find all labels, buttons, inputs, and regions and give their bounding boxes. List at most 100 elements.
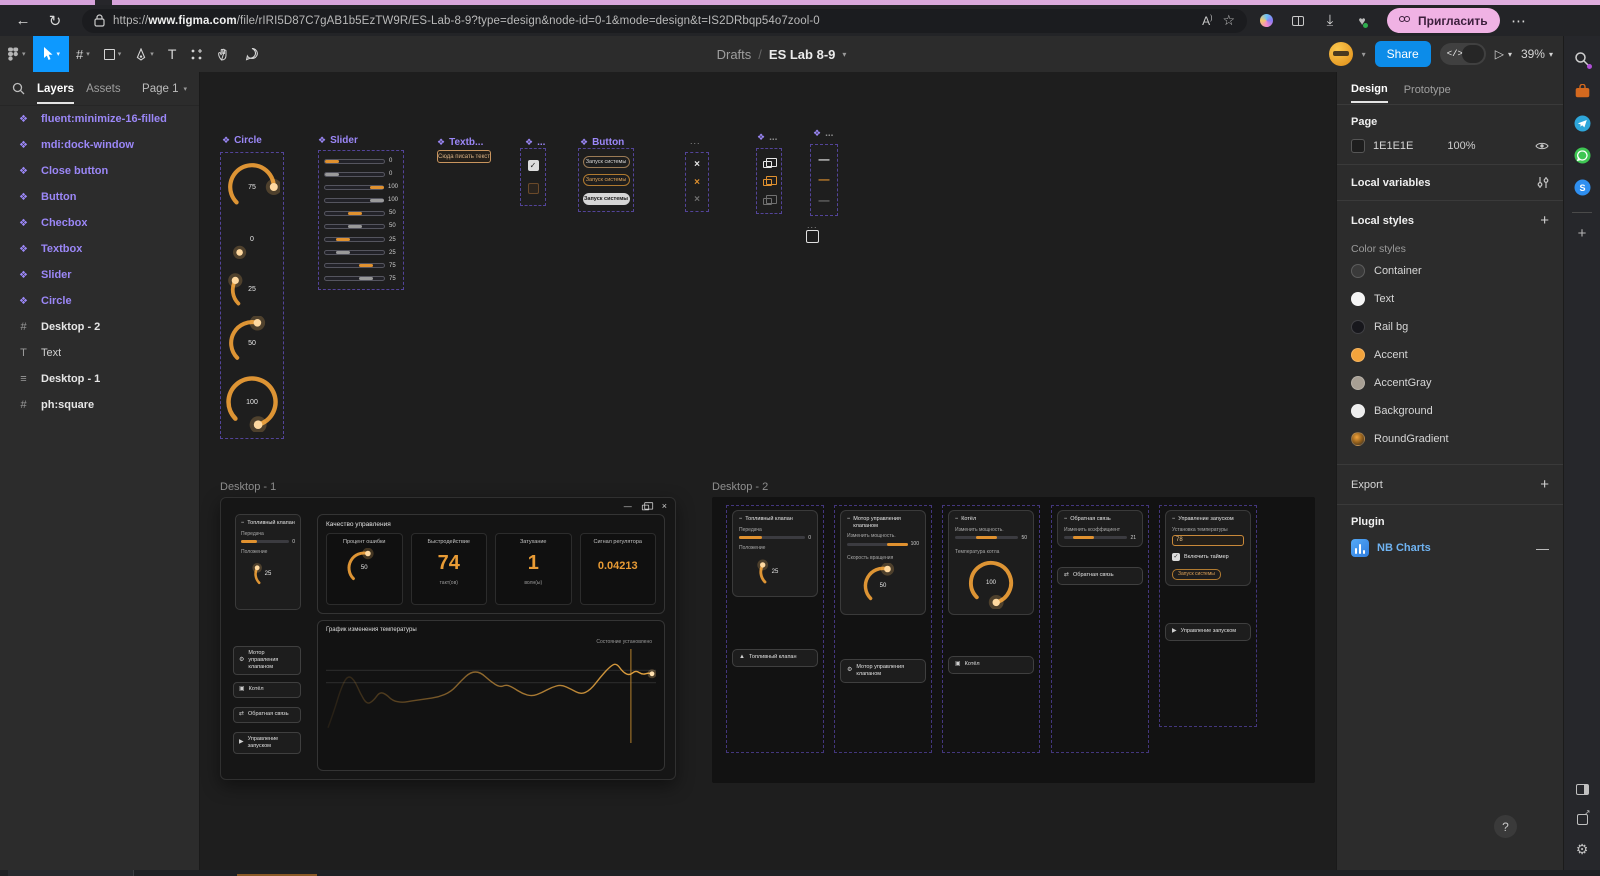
window-dock-icon[interactable] <box>641 502 653 511</box>
tab-design[interactable]: Design <box>1351 74 1388 103</box>
hand-tool[interactable] <box>210 36 238 72</box>
present-button[interactable]: ▷ ▾ <box>1494 47 1512 61</box>
dock-component-label[interactable]: ❖... <box>757 132 778 143</box>
tab-layers[interactable]: Layers <box>37 74 75 104</box>
slider-component-label[interactable]: ❖ Slider <box>318 135 358 146</box>
eye-icon[interactable] <box>1535 141 1549 151</box>
browser-menu-icon[interactable]: ⋯ <box>1511 12 1527 30</box>
slider-track[interactable] <box>324 263 385 269</box>
slider-row[interactable]: 50 <box>324 210 398 216</box>
slider-row[interactable]: 100 <box>324 184 398 190</box>
slider-track[interactable] <box>847 542 908 546</box>
downloads-icon[interactable]: ⤓ <box>1326 12 1334 29</box>
slider-track[interactable] <box>324 210 385 216</box>
collapse-icon[interactable]: − <box>241 520 245 526</box>
start-system-button-filled[interactable]: Запуск системы <box>582 192 630 205</box>
textbox-component-label[interactable]: ❖ Textb... <box>437 137 484 148</box>
text-tool[interactable]: T <box>167 46 177 62</box>
checkbox-component-label[interactable]: ❖... <box>525 137 546 148</box>
frame-tool[interactable]: # ▾ <box>76 46 90 62</box>
frame-title-desktop-2[interactable]: Desktop - 2 <box>712 481 769 493</box>
tab-prototype[interactable]: Prototype <box>1403 83 1451 96</box>
style-container[interactable]: Container <box>1351 257 1549 285</box>
refresh-button[interactable]: ↻ <box>48 12 62 30</box>
button-component-label[interactable]: ❖ Button <box>580 137 625 148</box>
plugin-nb-charts[interactable]: NB Charts — <box>1351 539 1549 557</box>
lock-icon[interactable] <box>94 14 105 27</box>
split-screen-icon[interactable] <box>1285 8 1311 34</box>
open-external-icon[interactable] <box>1573 808 1591 828</box>
gear-slider[interactable]: 100 <box>847 541 919 547</box>
pen-tool[interactable]: ▾ <box>128 36 161 72</box>
layer-item-fluent-minimize[interactable]: ❖ fluent:minimize-16-filled <box>0 106 199 132</box>
button-component[interactable]: Запуск системы Запуск системы Запуск сис… <box>578 148 634 212</box>
canvas[interactable]: ❖ Circle 75 0 25 50 100 ❖ Slider 0 <box>200 72 1563 870</box>
add-style-button[interactable]: + <box>1540 212 1549 229</box>
minimize-component[interactable]: — — — <box>810 144 838 216</box>
frame-title-desktop-1[interactable]: Desktop - 1 <box>220 481 277 493</box>
nav-motor-button[interactable]: ⚙ Мотор управления клапаном <box>233 646 301 675</box>
shopping-icon[interactable] <box>1573 82 1591 100</box>
avatar[interactable] <box>1328 42 1353 66</box>
slider-row[interactable]: 75 <box>324 276 398 282</box>
layer-item-checbox[interactable]: ❖ Checbox <box>0 210 199 236</box>
slider-track[interactable] <box>324 158 385 164</box>
sidebar-panel-icon[interactable] <box>1573 780 1591 798</box>
slider-track[interactable] <box>324 171 385 177</box>
collapse-icon[interactable]: − <box>955 516 959 522</box>
minimize-icon-gray[interactable]: — <box>818 194 830 207</box>
invite-button[interactable]: Пригласить <box>1387 8 1500 33</box>
nav-launch-button[interactable]: ▶ Управление запуском <box>233 732 301 754</box>
window-minimize-icon[interactable]: — <box>623 501 632 511</box>
slider-row[interactable]: 0 <box>324 158 398 164</box>
circle-component-label[interactable]: ❖ Circle <box>222 135 262 146</box>
slider-row[interactable]: 25 <box>324 250 398 256</box>
launch-nav-button[interactable]: ▶ Управление запуском <box>1165 623 1251 641</box>
actions-tool[interactable] <box>183 36 210 72</box>
start-system-button[interactable]: Запуск системы <box>1172 568 1221 580</box>
search-icon[interactable] <box>12 82 25 95</box>
style-background[interactable]: Background <box>1351 397 1549 425</box>
collapse-icon[interactable]: − <box>847 516 851 522</box>
square-component-label[interactable]: ... <box>807 220 818 230</box>
circle-component[interactable]: 75 0 25 50 100 <box>220 152 284 439</box>
style-round-gradient[interactable]: RoundGradient <box>1351 425 1549 453</box>
gear-slider[interactable]: 0 <box>739 535 811 541</box>
slider-row[interactable]: 100 <box>324 197 398 203</box>
layer-item-textbox[interactable]: ❖ Textbox <box>0 236 199 262</box>
gear-slider[interactable]: 21 <box>1064 535 1136 541</box>
breadcrumb-drafts[interactable]: Drafts <box>716 46 752 62</box>
minimize-icon-white[interactable]: — <box>818 153 830 166</box>
minimize-component-label[interactable]: ❖... <box>813 128 834 139</box>
slider-track[interactable] <box>324 184 384 190</box>
settings-gear-icon[interactable]: ⚙ <box>1575 840 1589 857</box>
close-icon-accent[interactable]: × <box>694 176 700 188</box>
slider-component[interactable]: 0 0 100 100 50 <box>318 150 404 290</box>
page-opacity[interactable]: 100% <box>1447 140 1476 152</box>
layer-item-close-button[interactable]: ❖ Close button <box>0 158 199 184</box>
remove-plugin-button[interactable]: — <box>1536 540 1549 556</box>
back-button[interactable]: ← <box>15 12 31 29</box>
style-text[interactable]: Text <box>1351 285 1549 313</box>
whatsapp-icon[interactable] <box>1573 146 1591 164</box>
share-button[interactable]: Share <box>1374 41 1431 67</box>
feedback-nav-button[interactable]: ⇄ Обратная связь <box>1057 567 1143 585</box>
slider-track[interactable] <box>324 223 385 229</box>
nav-feedback-button[interactable]: ⇄ Обратная связь <box>233 707 301 723</box>
add-export-button[interactable]: + <box>1540 476 1549 493</box>
square-shape[interactable] <box>806 230 819 243</box>
style-accent-gray[interactable]: AccentGray <box>1351 369 1549 397</box>
dock-window-icon-gray[interactable] <box>763 194 777 205</box>
style-accent[interactable]: Accent <box>1351 341 1549 369</box>
slider-track[interactable] <box>324 276 385 282</box>
start-system-button-accent[interactable]: Запуск системы <box>582 174 630 186</box>
checkbox-checked[interactable]: ✓ <box>527 160 539 172</box>
slider-track[interactable] <box>324 197 384 203</box>
minimize-icon-accent[interactable]: — <box>818 174 830 186</box>
nav-boiler-button[interactable]: ▣ Котёл <box>233 682 301 698</box>
layer-item-circle[interactable]: ❖ Circle <box>0 288 199 314</box>
layer-item-button[interactable]: ❖ Button <box>0 184 199 210</box>
layer-item-slider[interactable]: ❖ Slider <box>0 262 199 288</box>
slider-track[interactable] <box>324 237 385 243</box>
gear-slider[interactable]: 0 <box>241 539 295 545</box>
